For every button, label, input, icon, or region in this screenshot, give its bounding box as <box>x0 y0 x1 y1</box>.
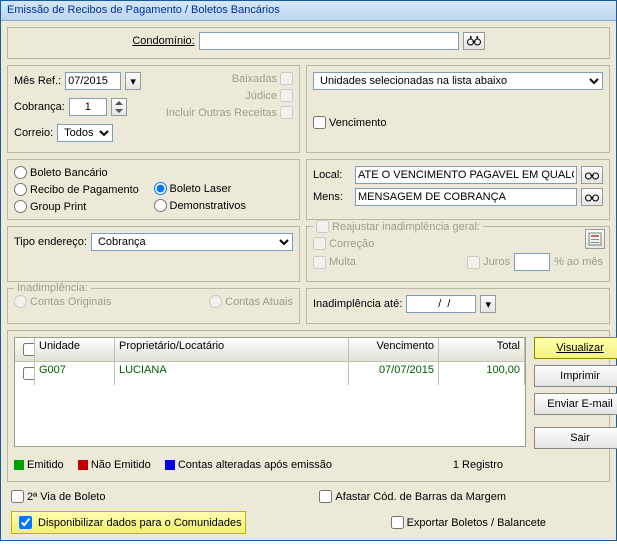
radio-group-print[interactable]: Group Print <box>14 200 154 213</box>
unidades-select[interactable]: Unidades selecionadas na lista abaixo <box>313 72 603 90</box>
th-unidade[interactable]: Unidade <box>35 338 115 361</box>
vencimento-check[interactable]: Vencimento <box>313 116 386 129</box>
tipo-endereco-label: Tipo endereço: <box>14 236 87 248</box>
radio-contas-originais: Contas Originais <box>14 295 111 308</box>
th-venc[interactable]: Vencimento <box>349 338 439 361</box>
imprimir-button[interactable]: Imprimir <box>534 365 617 387</box>
correio-select[interactable]: Todos <box>57 124 113 142</box>
reajustar-config-icon[interactable] <box>585 229 605 249</box>
radio-demonstrativos[interactable]: Demonstrativos <box>154 199 294 212</box>
correio-label: Correio: <box>14 127 53 139</box>
baixadas-check: Baixadas <box>232 72 293 85</box>
radio-boleto-bancario[interactable]: Boleto Bancário <box>14 166 154 179</box>
local-label: Local: <box>313 169 351 181</box>
legend-emitido: Emitido <box>14 459 64 471</box>
cobranca-input[interactable] <box>69 98 107 116</box>
exportar-check[interactable]: Exportar Boletos / Balancete <box>391 516 546 529</box>
th-total[interactable]: Total <box>439 338 525 361</box>
binoculars-mens-icon[interactable] <box>581 188 603 206</box>
tipo-endereco-select[interactable]: Cobrança <box>91 233 293 251</box>
sair-button[interactable]: Sair <box>534 427 617 449</box>
inadimplencia-label: Inadimplência: <box>14 282 91 294</box>
local-input[interactable] <box>355 166 577 184</box>
th-prop[interactable]: Proprietário/Locatário <box>115 338 349 361</box>
table-row[interactable]: G007LUCIANA07/07/2015100,00 <box>15 362 525 385</box>
radio-contas-atuais: Contas Atuais <box>209 295 293 308</box>
inadimplencia-ate-picker-icon[interactable]: ▾ <box>480 295 496 313</box>
inadimplencia-ate-label: Inadimplência até: <box>313 298 402 310</box>
radio-recibo-pagamento[interactable]: Recibo de Pagamento <box>14 183 154 196</box>
radio-boleto-laser[interactable]: Boleto Laser <box>154 182 294 195</box>
multa-check: Multa <box>313 256 356 269</box>
mes-ref-input[interactable] <box>65 72 121 90</box>
correcao-check: Correção <box>313 237 374 250</box>
disponibilizar-check[interactable]: Disponibilizar dados para o Comunidades <box>11 511 246 534</box>
binoculars-icon[interactable] <box>463 32 485 50</box>
juros-check: Juros <box>467 256 510 269</box>
mens-input[interactable] <box>355 188 577 206</box>
pct-mes-label: % ao mês <box>554 256 603 268</box>
condominio-input[interactable] <box>199 32 459 50</box>
segunda-via-check[interactable]: 2ª Via de Boleto <box>11 490 105 503</box>
reajustar-check: Reajustar inadimplência geral: <box>316 220 480 233</box>
visualizar-button[interactable]: Visualizar <box>534 337 617 359</box>
mes-ref-label: Mês Ref.: <box>14 75 61 87</box>
judice-check: Júdice <box>245 89 293 102</box>
result-table: Unidade Proprietário/Locatário Venciment… <box>14 337 526 447</box>
afastar-check[interactable]: Afastar Cód. de Barras da Margem <box>319 490 506 503</box>
window: Emissão de Recibos de Pagamento / Boleto… <box>0 0 617 541</box>
condominio-label: Condomínio: <box>132 35 194 47</box>
th-check[interactable] <box>15 338 35 361</box>
mes-ref-picker-icon[interactable]: ▾ <box>125 72 141 90</box>
binoculars-local-icon[interactable] <box>581 166 603 184</box>
legend-alteradas: Contas alteradas após emissão <box>165 459 332 471</box>
registros-count: 1 Registro <box>453 459 503 471</box>
cobranca-stepper-icon[interactable] <box>111 98 127 116</box>
juros-input <box>514 253 550 271</box>
cobranca-label: Cobrança: <box>14 101 65 113</box>
enviar-email-button[interactable]: Enviar E-mail <box>534 393 617 415</box>
titlebar: Emissão de Recibos de Pagamento / Boleto… <box>1 1 616 21</box>
incluir-outras-check: Incluir Outras Receitas <box>166 106 293 119</box>
inadimplencia-ate-input[interactable] <box>406 295 476 313</box>
mens-label: Mens: <box>313 191 351 203</box>
legend-nao-emitido: Não Emitido <box>78 459 151 471</box>
